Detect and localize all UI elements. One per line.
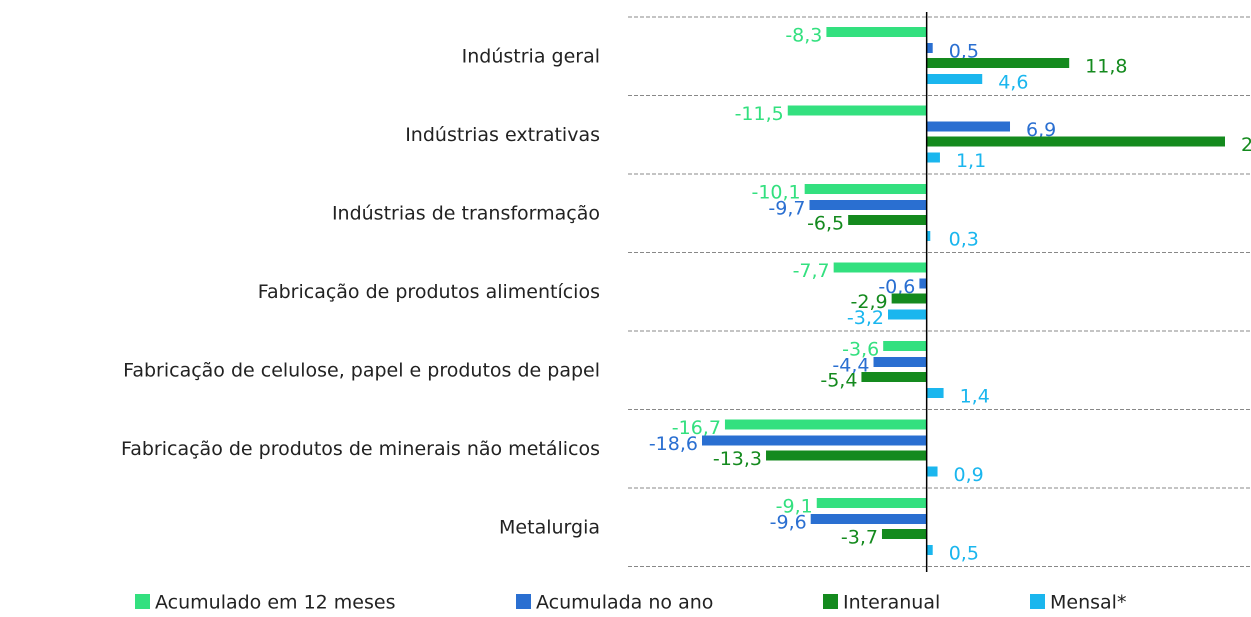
bar [926,152,940,163]
bar [926,74,983,84]
bar [787,105,927,116]
bar [848,215,927,225]
category-label: Indústrias de transformação [332,203,600,225]
value-label: 0,9 [954,464,984,486]
legend-swatch [135,594,150,609]
value-label: 6,9 [1026,119,1056,141]
bar [883,341,927,351]
value-label: -6,5 [807,213,844,235]
bar [926,121,1011,132]
value-label: 24,7 [1241,134,1251,156]
bar [926,136,1225,147]
value-label: -18,6 [649,433,698,455]
value-label: -8,3 [785,25,822,47]
bar [926,58,1070,68]
bar [888,309,927,320]
bar [926,388,944,398]
legend-label: Acumulado em 12 meses [155,592,396,614]
bar [891,293,927,304]
value-label: -9,7 [768,198,805,220]
bar [766,450,927,461]
legend-label: Acumulada no ano [536,592,713,614]
bar [810,514,927,524]
bar [833,262,927,273]
bar [702,435,927,446]
value-label: -9,6 [770,512,807,534]
bar [881,529,927,539]
bar [809,200,927,210]
category-label: Fabricação de celulose, papel e produtos… [123,360,600,382]
bar [919,278,927,289]
value-label: -3,6 [842,339,879,361]
legend-swatch [1030,594,1045,609]
category-label: Indústria geral [462,46,600,68]
category-label: Metalurgia [499,517,600,539]
value-label: 0,3 [949,229,979,251]
bar [804,184,927,194]
value-label: -0,6 [878,276,915,298]
value-label: -13,3 [713,448,762,470]
value-label: -4,4 [832,355,869,377]
value-label: -7,7 [793,260,830,282]
bar [926,43,933,53]
bar [926,545,933,555]
value-label: 0,5 [949,41,979,63]
value-label: -3,2 [847,307,884,329]
bar [861,372,927,382]
category-label: Fabricação de produtos de minerais não m… [121,438,600,460]
category-label: Fabricação de produtos alimentícios [258,281,600,303]
bar [926,231,931,241]
category-label: Indústrias extrativas [405,124,600,146]
value-label: -9,1 [776,496,813,518]
legend-label: Mensal* [1050,592,1126,614]
bar [724,419,927,430]
value-label: -11,5 [735,103,784,125]
value-label: 1,1 [956,150,986,172]
legend-swatch [516,594,531,609]
value-label: 11,8 [1085,56,1127,78]
bar [926,466,938,477]
value-label: 1,4 [960,386,990,408]
value-label: -10,1 [751,182,800,204]
bar [826,27,927,37]
value-label: -5,4 [820,370,857,392]
legend-label: Interanual [843,592,940,614]
bar [816,498,927,508]
bar [873,357,927,367]
value-label: -2,9 [851,291,888,313]
value-label: -16,7 [672,417,721,439]
value-label: 4,6 [998,72,1028,94]
value-label: 0,5 [949,543,979,565]
legend-swatch [823,594,838,609]
value-label: -3,7 [841,527,878,549]
